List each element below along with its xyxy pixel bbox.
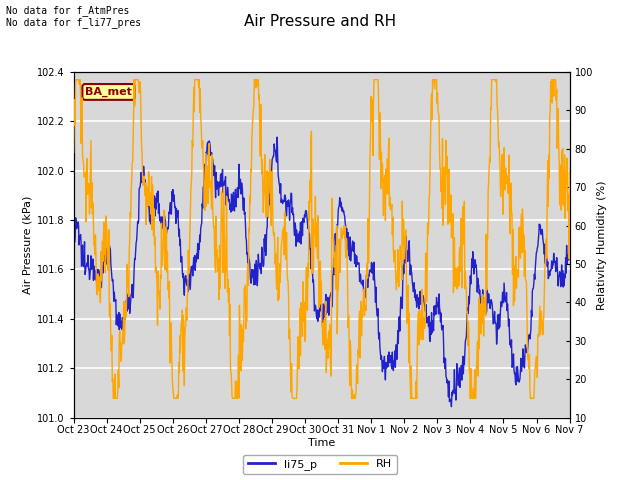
Legend: li75_p, RH: li75_p, RH bbox=[243, 455, 397, 474]
X-axis label: Time: Time bbox=[308, 438, 335, 448]
Text: BA_met: BA_met bbox=[85, 87, 132, 97]
Text: Air Pressure and RH: Air Pressure and RH bbox=[244, 14, 396, 29]
Y-axis label: Relativity Humidity (%): Relativity Humidity (%) bbox=[597, 180, 607, 310]
Y-axis label: Air Pressure (kPa): Air Pressure (kPa) bbox=[22, 196, 33, 294]
Text: No data for f_AtmPres
No data for f_li77_pres: No data for f_AtmPres No data for f_li77… bbox=[6, 5, 141, 28]
